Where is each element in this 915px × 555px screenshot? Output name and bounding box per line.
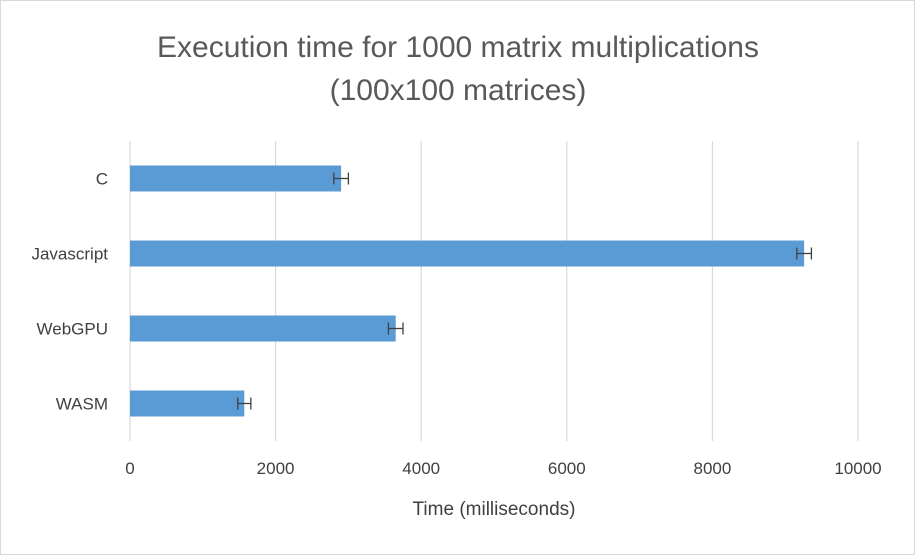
x-tick-label: 4000 — [402, 459, 440, 478]
y-category-label: Javascript — [31, 245, 108, 264]
x-tick-label: 10000 — [834, 459, 881, 478]
y-category-label: WASM — [56, 395, 108, 414]
bars — [130, 165, 813, 417]
error-bar-wasm — [237, 397, 252, 410]
x-tick-label: 2000 — [257, 459, 295, 478]
x-tick-label: 8000 — [693, 459, 731, 478]
bar-javascript — [130, 240, 805, 267]
x-axis-title: Time (milliseconds) — [413, 499, 576, 520]
error-bar-webgpu — [387, 322, 404, 335]
chart-title: Execution time for 1000 matrix multiplic… — [157, 31, 759, 107]
x-tick-label: 0 — [125, 459, 134, 478]
chart-title-line-1: Execution time for 1000 matrix multiplic… — [157, 31, 759, 64]
bar-c — [130, 165, 342, 192]
y-axis-labels: C Javascript WebGPU WASM — [31, 170, 108, 414]
error-bar-javascript — [796, 247, 813, 260]
y-category-label: WebGPU — [37, 320, 109, 339]
x-axis-ticks: 0 2000 4000 6000 8000 10000 — [125, 459, 881, 478]
bar-webgpu — [130, 315, 396, 342]
y-category-label: C — [96, 170, 108, 189]
chart-title-line-2: (100x100 matrices) — [330, 74, 587, 107]
bar-wasm — [130, 390, 245, 417]
x-tick-label: 6000 — [548, 459, 586, 478]
error-bar-c — [333, 172, 350, 185]
